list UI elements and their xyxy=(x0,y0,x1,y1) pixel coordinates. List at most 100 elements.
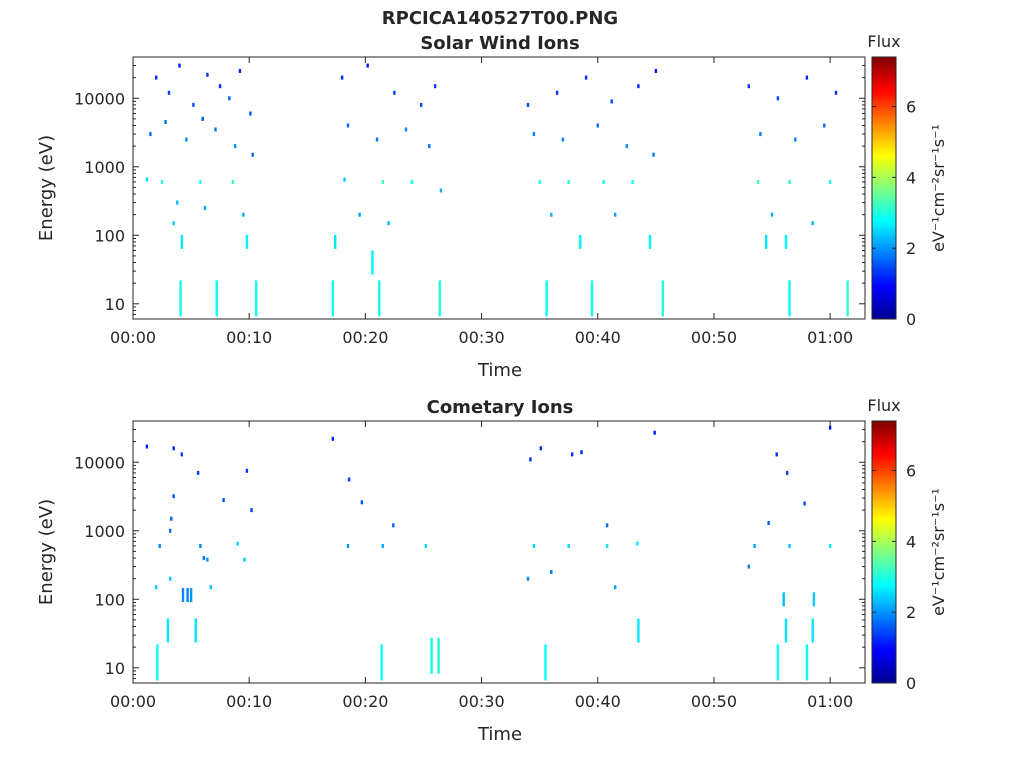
solar-wind-marks xyxy=(145,63,849,317)
data-cell xyxy=(580,450,583,455)
cometary-colorbar-ticks: 0 2 4 6 xyxy=(872,462,916,693)
cometary-colorbar-unit: eV⁻¹cm⁻²sr⁻¹s⁻¹ xyxy=(929,488,948,616)
x-tick-label: 00:50 xyxy=(691,328,737,347)
data-cell xyxy=(172,221,175,226)
solar-wind-colorbar-unit: eV⁻¹cm⁻²sr⁻¹s⁻¹ xyxy=(929,124,948,252)
x-tick-label: 00:20 xyxy=(342,328,388,347)
data-cell xyxy=(811,221,814,226)
data-cell xyxy=(579,234,582,249)
data-cell xyxy=(156,644,159,681)
data-cell xyxy=(532,544,536,548)
x-tick-label: 01:00 xyxy=(807,692,853,711)
solar-wind-colorbar-title: Flux xyxy=(867,32,900,51)
data-cell xyxy=(214,127,217,132)
data-cell xyxy=(381,544,384,548)
colorbar-tick-label: 4 xyxy=(906,168,916,187)
data-cell xyxy=(438,280,441,317)
data-cell xyxy=(775,452,778,457)
data-cell xyxy=(803,501,806,506)
data-cell xyxy=(767,521,770,525)
data-cell xyxy=(526,576,530,581)
data-cell xyxy=(255,280,258,317)
data-cell xyxy=(172,446,175,451)
data-cell xyxy=(180,234,183,249)
figure-title: RPCICA140527T00.PNG xyxy=(382,8,618,29)
data-cell xyxy=(155,585,158,590)
colorbar-tick-label: 2 xyxy=(906,603,916,622)
data-cell xyxy=(181,588,185,603)
data-cell xyxy=(371,250,374,275)
cometary-x-label: Time xyxy=(477,724,522,745)
y-tick-label: 10 xyxy=(105,659,125,678)
data-cell xyxy=(631,180,634,184)
data-cell xyxy=(602,180,605,184)
data-cell xyxy=(358,212,361,217)
x-tick-label: 00:00 xyxy=(110,692,156,711)
solar-wind-x-label: Time xyxy=(477,360,522,381)
solar-wind-y-ticks: 10 100 1000 10000 xyxy=(74,56,865,320)
cometary-panel: Cometary Ions 00:00 00:10 00:20 00:30 00:40 0… xyxy=(36,396,948,745)
data-cell xyxy=(158,544,161,548)
data-cell xyxy=(331,280,334,317)
data-cell xyxy=(343,177,346,182)
x-tick-label: 00:40 xyxy=(575,692,621,711)
data-cell xyxy=(637,618,640,643)
data-cell xyxy=(347,477,351,482)
data-cell xyxy=(637,84,640,89)
data-cell xyxy=(222,498,225,503)
data-cell xyxy=(561,137,565,142)
data-cell xyxy=(196,470,200,475)
data-cell xyxy=(236,541,239,546)
data-cell xyxy=(206,557,209,562)
data-cell xyxy=(545,280,548,317)
data-cell xyxy=(784,618,788,643)
data-cell xyxy=(430,637,433,674)
x-tick-label: 00:50 xyxy=(691,692,737,711)
data-cell xyxy=(786,470,789,475)
data-cell xyxy=(242,212,245,217)
x-tick-label: 00:00 xyxy=(110,328,156,347)
data-cell xyxy=(380,644,383,681)
data-cell xyxy=(245,468,249,473)
x-tick-label: 00:20 xyxy=(342,692,388,711)
data-cell xyxy=(605,523,609,528)
data-cell xyxy=(555,90,559,95)
data-cell xyxy=(166,618,170,643)
data-cell xyxy=(661,280,664,317)
data-cell xyxy=(249,111,252,116)
data-cell xyxy=(614,212,617,217)
y-tick-label: 10000 xyxy=(74,89,125,108)
data-cell xyxy=(169,576,172,581)
data-cell xyxy=(201,116,204,121)
data-cell xyxy=(571,452,574,457)
x-tick-label: 00:40 xyxy=(575,328,621,347)
data-cell xyxy=(526,102,530,107)
colorbar-tick-label: 0 xyxy=(906,674,916,693)
data-cell xyxy=(428,144,431,149)
solar-wind-title: Solar Wind Ions xyxy=(420,33,579,54)
data-cell xyxy=(828,544,832,548)
data-cell xyxy=(243,557,246,562)
data-cell xyxy=(176,200,179,205)
data-cell xyxy=(776,96,780,101)
colorbar-tick-label: 6 xyxy=(906,98,916,117)
data-cell xyxy=(747,564,750,569)
data-cell xyxy=(433,84,437,89)
data-cell xyxy=(424,544,427,548)
x-tick-label: 00:10 xyxy=(226,692,272,711)
x-tick-label: 01:00 xyxy=(807,328,853,347)
data-cell xyxy=(759,132,762,137)
data-cell xyxy=(228,96,231,101)
data-cell xyxy=(164,120,167,124)
data-cell xyxy=(202,556,206,560)
colorbar-tick-label: 6 xyxy=(906,462,916,481)
solar-wind-y-label: Energy (eV) xyxy=(36,135,57,241)
solar-wind-panel: Solar Wind Ions 00:00 00:10 00:20 00:30 00:4… xyxy=(36,32,948,381)
cometary-y-label: Energy (eV) xyxy=(36,499,57,605)
data-cell xyxy=(567,180,570,184)
data-cell xyxy=(812,592,816,607)
data-cell xyxy=(538,180,541,184)
data-cell xyxy=(584,75,588,80)
data-cell xyxy=(375,137,379,142)
data-cell xyxy=(199,544,202,548)
